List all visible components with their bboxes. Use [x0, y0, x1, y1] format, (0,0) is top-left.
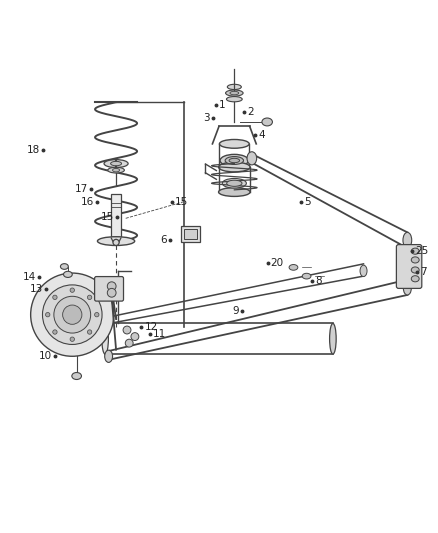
- Circle shape: [31, 273, 114, 356]
- Text: 9: 9: [232, 306, 239, 316]
- Text: 16: 16: [81, 197, 94, 207]
- Text: 7: 7: [420, 266, 427, 277]
- Circle shape: [54, 296, 91, 333]
- Circle shape: [46, 312, 50, 317]
- Text: 20: 20: [271, 258, 284, 268]
- FancyBboxPatch shape: [95, 277, 124, 301]
- Text: 5: 5: [304, 197, 311, 207]
- Circle shape: [42, 285, 102, 344]
- Circle shape: [131, 333, 139, 341]
- Ellipse shape: [108, 167, 124, 173]
- Circle shape: [70, 337, 74, 342]
- Ellipse shape: [219, 188, 250, 197]
- Ellipse shape: [302, 273, 311, 279]
- Ellipse shape: [105, 350, 113, 362]
- Ellipse shape: [411, 257, 419, 263]
- Ellipse shape: [329, 324, 336, 354]
- Text: 10: 10: [39, 351, 52, 361]
- Ellipse shape: [219, 162, 250, 172]
- Ellipse shape: [403, 282, 411, 295]
- Circle shape: [88, 330, 92, 334]
- Ellipse shape: [64, 271, 72, 278]
- Text: 6: 6: [160, 235, 166, 245]
- Ellipse shape: [229, 158, 240, 163]
- Ellipse shape: [227, 180, 242, 187]
- Ellipse shape: [97, 237, 135, 246]
- Circle shape: [125, 339, 133, 347]
- Ellipse shape: [72, 373, 81, 379]
- Text: 14: 14: [23, 272, 36, 282]
- Ellipse shape: [102, 324, 108, 354]
- Text: 12: 12: [145, 322, 158, 332]
- Text: 1: 1: [219, 100, 226, 110]
- Ellipse shape: [113, 239, 119, 246]
- Ellipse shape: [411, 276, 419, 282]
- Text: 25: 25: [415, 246, 428, 256]
- Ellipse shape: [110, 161, 121, 166]
- Circle shape: [63, 305, 82, 324]
- Ellipse shape: [113, 168, 120, 172]
- Text: 11: 11: [153, 329, 166, 340]
- Ellipse shape: [262, 118, 272, 126]
- Ellipse shape: [220, 155, 249, 167]
- FancyBboxPatch shape: [111, 194, 121, 238]
- Ellipse shape: [227, 84, 241, 90]
- Ellipse shape: [219, 140, 249, 148]
- FancyBboxPatch shape: [184, 229, 197, 239]
- Ellipse shape: [289, 264, 298, 270]
- Ellipse shape: [411, 267, 419, 273]
- Text: 15: 15: [175, 197, 188, 207]
- Text: 8: 8: [315, 276, 322, 286]
- Text: 13: 13: [30, 284, 43, 294]
- Circle shape: [123, 326, 131, 334]
- Ellipse shape: [360, 265, 367, 277]
- Circle shape: [95, 312, 99, 317]
- FancyBboxPatch shape: [181, 226, 200, 243]
- Circle shape: [53, 295, 57, 300]
- Text: 18: 18: [27, 146, 40, 156]
- Ellipse shape: [60, 264, 68, 269]
- Text: 4: 4: [258, 130, 265, 140]
- Text: 3: 3: [203, 112, 209, 123]
- Ellipse shape: [226, 96, 242, 102]
- Ellipse shape: [247, 152, 257, 165]
- Ellipse shape: [226, 90, 243, 96]
- Ellipse shape: [225, 157, 244, 165]
- Circle shape: [88, 295, 92, 300]
- Text: 2: 2: [247, 107, 254, 117]
- Circle shape: [53, 330, 57, 334]
- Text: 15: 15: [101, 213, 114, 222]
- Circle shape: [70, 288, 74, 292]
- FancyBboxPatch shape: [396, 245, 422, 288]
- Circle shape: [107, 282, 116, 290]
- Text: 17: 17: [74, 183, 88, 193]
- Ellipse shape: [104, 159, 128, 167]
- Ellipse shape: [403, 232, 412, 248]
- Circle shape: [107, 288, 116, 297]
- Ellipse shape: [230, 91, 239, 95]
- Ellipse shape: [223, 179, 246, 188]
- Ellipse shape: [411, 248, 419, 254]
